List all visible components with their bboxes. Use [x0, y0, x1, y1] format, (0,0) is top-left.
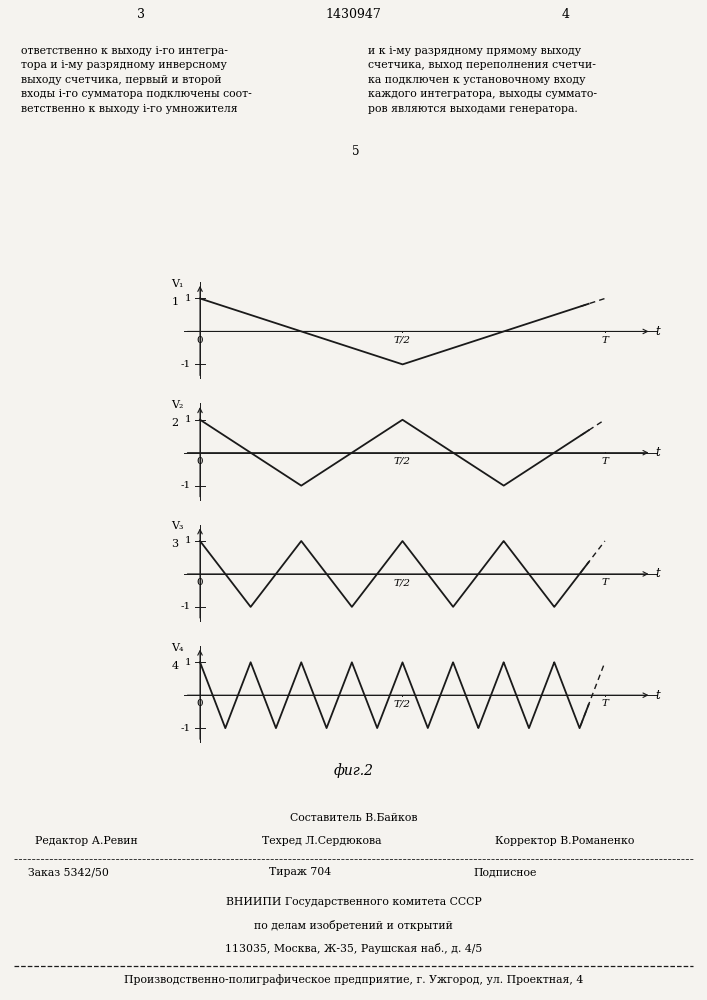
Text: Редактор А.Ревин: Редактор А.Ревин [35, 836, 138, 846]
Text: t: t [655, 446, 660, 459]
Text: 1430947: 1430947 [326, 8, 381, 21]
Text: t: t [655, 325, 660, 338]
Text: 5: 5 [352, 145, 359, 158]
Text: Составитель В.Байков: Составитель В.Байков [290, 813, 417, 823]
Text: Заказ 5342/50: Заказ 5342/50 [28, 867, 109, 877]
Text: 4: 4 [561, 8, 570, 21]
Text: 0: 0 [197, 336, 204, 345]
Text: T/2: T/2 [394, 457, 411, 466]
Text: ВНИИПИ Государственного комитета СССР: ВНИИПИ Государственного комитета СССР [226, 897, 481, 907]
Text: 0: 0 [197, 457, 204, 466]
Text: 113035, Москва, Ж-35, Раушская наб., д. 4/5: 113035, Москва, Ж-35, Раушская наб., д. … [225, 943, 482, 954]
Text: T: T [602, 699, 608, 708]
Text: 3: 3 [137, 8, 146, 21]
Text: 1: 1 [185, 658, 191, 667]
Text: 2: 2 [171, 418, 178, 428]
Text: T: T [602, 578, 608, 587]
Text: Корректор В.Романенко: Корректор В.Романенко [495, 836, 634, 846]
Text: -1: -1 [181, 360, 191, 369]
Text: Подписное: Подписное [474, 867, 537, 877]
Text: V₂: V₂ [172, 400, 184, 410]
Text: 0: 0 [197, 578, 204, 587]
Text: t: t [655, 689, 660, 702]
Text: V₃: V₃ [172, 521, 184, 531]
Text: 1: 1 [171, 297, 178, 307]
Text: ответственно к выходу i-го интегра-
тора и i-му разрядному инверсному
выходу сче: ответственно к выходу i-го интегра- тора… [21, 46, 252, 113]
Text: по делам изобретений и открытий: по делам изобретений и открытий [254, 920, 453, 931]
Text: -1: -1 [181, 724, 191, 733]
Text: -1: -1 [181, 602, 191, 611]
Text: 1: 1 [185, 415, 191, 424]
Text: -1: -1 [181, 481, 191, 490]
Text: Техред Л.Сердюкова: Техред Л.Сердюкова [262, 836, 381, 846]
Text: V₁: V₁ [172, 279, 184, 289]
Text: T/2: T/2 [394, 336, 411, 345]
Text: 4: 4 [171, 661, 178, 671]
Text: Производственно-полиграфическое предприятие, г. Ужгород, ул. Проектная, 4: Производственно-полиграфическое предприя… [124, 975, 583, 985]
Text: T: T [602, 457, 608, 466]
Text: 3: 3 [171, 539, 178, 549]
Text: и к i-му разрядному прямому выходу
счетчика, выход переполнения счетчи-
ка подкл: и к i-му разрядному прямому выходу счетч… [368, 46, 597, 113]
Text: T/2: T/2 [394, 699, 411, 708]
Text: 0: 0 [197, 699, 204, 708]
Text: t: t [655, 567, 660, 580]
Text: 1: 1 [185, 536, 191, 545]
Text: V₄: V₄ [172, 643, 184, 653]
Text: T: T [602, 336, 608, 345]
Text: 1: 1 [185, 294, 191, 303]
Text: T/2: T/2 [394, 578, 411, 587]
Text: Тираж 704: Тираж 704 [269, 867, 331, 877]
Text: фиг.2: фиг.2 [334, 764, 373, 778]
